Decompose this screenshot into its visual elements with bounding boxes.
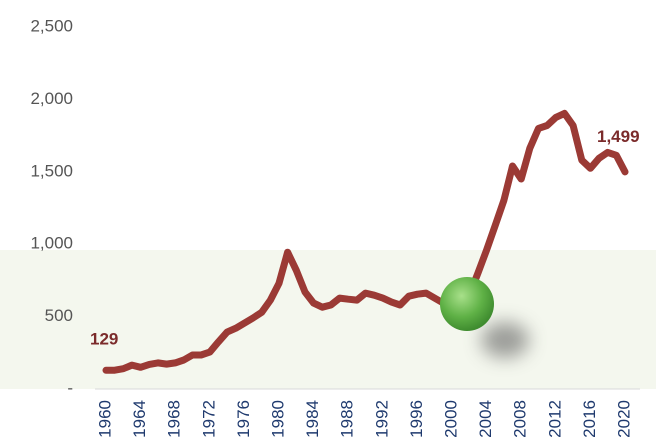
y-tick-label: 1,000 (30, 234, 73, 253)
x-tick-label: 2000 (441, 400, 460, 438)
data-label: 129 (90, 329, 118, 348)
x-tick-label: 1988 (338, 400, 357, 438)
x-tick-label: 2020 (614, 400, 633, 438)
y-tick-label: 1,500 (30, 161, 73, 180)
ball-shadow (481, 322, 529, 358)
x-tick-label: 2012 (545, 400, 564, 438)
x-tick-label: 1964 (130, 400, 149, 438)
plot-area: - 500 1,000 1,500 2,000 2,500 1960 1964 1968 1972… (30, 16, 639, 437)
y-tick-label: - (67, 378, 73, 397)
x-tick-label: 1996 (407, 400, 426, 438)
y-tick-label: 500 (45, 306, 73, 325)
x-tick-label: 2004 (476, 400, 495, 438)
x-tick-label: 1968 (165, 400, 184, 438)
x-tick-label: 1980 (268, 400, 287, 438)
x-tick-label: 1992 (372, 400, 391, 438)
x-tick-label: 1976 (234, 400, 253, 438)
line (102, 109, 629, 374)
y-tick-label: 2,500 (30, 16, 73, 35)
background-band (0, 250, 656, 389)
y-tick-label: 2,000 (30, 89, 73, 108)
x-tick-label: 2016 (580, 400, 599, 438)
green-ball (440, 277, 494, 331)
x-tick-label: 1960 (95, 400, 114, 438)
x-tick-label: 1972 (199, 400, 218, 438)
x-tick-label: 1984 (303, 400, 322, 438)
data-label: 1,499 (597, 127, 640, 146)
x-tick-label: 2008 (511, 400, 530, 438)
